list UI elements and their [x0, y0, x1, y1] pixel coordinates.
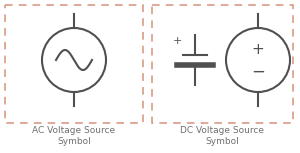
Text: AC Voltage Source
Symbol: AC Voltage Source Symbol — [32, 126, 116, 146]
Bar — [5, 5, 143, 123]
Text: −: − — [251, 63, 265, 81]
Text: +: + — [252, 41, 264, 56]
Bar — [152, 5, 293, 123]
Text: DC Voltage Source
Symbol: DC Voltage Source Symbol — [180, 126, 264, 146]
Text: +: + — [172, 36, 182, 46]
